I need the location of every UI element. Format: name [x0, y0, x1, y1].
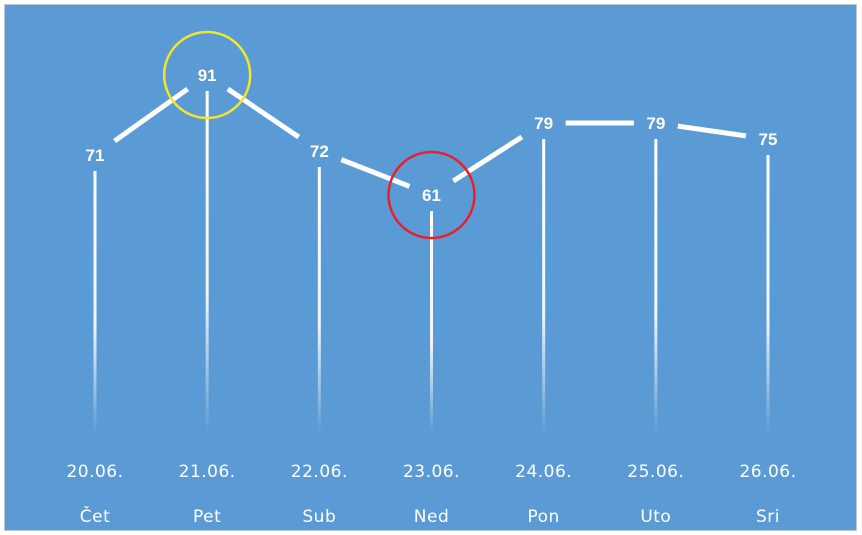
series-segment-2 — [226, 86, 301, 140]
x-tick-label-date: 21.06. — [179, 462, 236, 482]
chart-area: 71 91 72 61 79 79 75 20.06. Čet 21.06. Pet 22.06. S… — [4, 4, 857, 531]
data-label-2606: 75 — [759, 130, 778, 149]
x-tick-label-day: Pon — [528, 507, 560, 527]
drop-line-2206 — [317, 167, 321, 433]
drop-line-2106 — [205, 91, 209, 433]
x-tick-label-day: Ned — [414, 507, 449, 527]
highlight-circle-1 — [162, 30, 252, 120]
x-tick-label-date: 22.06. — [291, 462, 348, 482]
data-label-2106: 91 — [198, 66, 217, 85]
drop-line-2406 — [542, 139, 546, 433]
highlight-circle-2 — [387, 150, 476, 240]
data-label-2306: 61 — [422, 186, 441, 205]
series-segment-4 — [451, 134, 524, 184]
x-tick-label-day: Sri — [756, 507, 780, 527]
data-label-2006: 71 — [86, 146, 105, 165]
x-tick-label-date: 23.06. — [403, 462, 460, 482]
line-chart: 71 91 72 61 79 79 75 20.06. Čet 21.06. Pet 22.06. S… — [66, 30, 796, 527]
x-tick-label-date: 20.06. — [66, 462, 123, 482]
drop-line-2306 — [430, 211, 433, 433]
drop-line-2006 — [93, 171, 97, 433]
x-tick-label-date: 24.06. — [515, 462, 572, 482]
x-tick-label-date: 25.06. — [627, 462, 684, 482]
x-tick-label-day: Uto — [640, 507, 671, 527]
x-tick-label-date: 26.06. — [739, 462, 796, 482]
x-tick-label-day: Sub — [302, 507, 336, 527]
drop-line-2606 — [766, 155, 770, 433]
series-segment-3 — [340, 157, 411, 189]
series-segment-1 — [113, 86, 189, 144]
series-segment-6 — [677, 123, 747, 139]
data-label-2506: 79 — [646, 114, 665, 133]
data-label-2206: 72 — [310, 142, 329, 161]
x-tick-label-day: Čet — [80, 505, 111, 527]
x-tick-label-day: Pet — [193, 507, 221, 527]
drop-line-2506 — [654, 139, 658, 433]
data-label-2406: 79 — [534, 114, 553, 133]
